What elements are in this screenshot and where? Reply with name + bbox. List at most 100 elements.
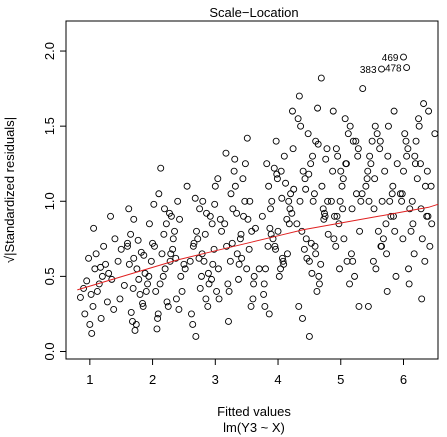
data-point xyxy=(272,137,280,145)
data-point xyxy=(313,287,321,295)
data-point xyxy=(362,182,370,190)
data-point xyxy=(114,257,122,265)
data-point xyxy=(188,310,195,318)
data-point xyxy=(192,333,200,340)
data-point xyxy=(383,287,391,295)
data-point xyxy=(236,235,244,243)
data-point xyxy=(343,257,351,265)
x-tick-label: 3 xyxy=(212,372,219,387)
data-point xyxy=(231,155,239,163)
data-point xyxy=(346,280,353,288)
data-point xyxy=(415,122,423,130)
data-point xyxy=(271,242,279,250)
data-point xyxy=(175,305,183,313)
data-point xyxy=(209,260,217,268)
data-point xyxy=(167,250,175,258)
data-point xyxy=(321,212,329,220)
data-point xyxy=(418,295,426,303)
data-point xyxy=(260,280,268,288)
data-point xyxy=(272,245,279,253)
data-point xyxy=(400,167,407,175)
data-point xyxy=(315,272,323,280)
data-point xyxy=(431,130,439,138)
data-point xyxy=(129,284,137,292)
data-point xyxy=(134,236,142,244)
data-point xyxy=(425,107,433,115)
data-point xyxy=(198,272,205,280)
data-point xyxy=(180,260,188,268)
data-point xyxy=(406,205,414,213)
data-point xyxy=(338,182,346,190)
data-point xyxy=(400,53,407,61)
data-point xyxy=(403,152,411,160)
data-point xyxy=(332,145,340,153)
data-point xyxy=(116,295,124,303)
data-point xyxy=(293,220,301,228)
data-point xyxy=(223,242,231,250)
data-point xyxy=(389,182,397,190)
data-point xyxy=(339,205,347,213)
data-point xyxy=(290,185,298,193)
data-point xyxy=(300,245,308,253)
data-point xyxy=(391,227,399,235)
data-point xyxy=(132,320,140,328)
data-point xyxy=(147,257,155,265)
data-point xyxy=(239,175,247,183)
data-point xyxy=(364,167,372,175)
data-point xyxy=(139,302,147,310)
data-point xyxy=(277,265,284,273)
data-point xyxy=(268,197,276,205)
data-point xyxy=(195,254,203,262)
data-point xyxy=(107,212,114,220)
data-point xyxy=(314,104,322,112)
x-axis-label: Fitted values xyxy=(217,404,291,419)
data-point xyxy=(214,175,222,183)
data-point xyxy=(374,227,382,235)
data-point xyxy=(286,205,294,213)
data-point xyxy=(296,197,304,205)
data-point xyxy=(398,197,406,205)
data-point xyxy=(208,220,216,228)
data-point xyxy=(140,251,148,259)
data-point xyxy=(368,137,376,145)
data-point xyxy=(204,269,212,277)
x-tick-label: 5 xyxy=(337,372,344,387)
data-point xyxy=(393,160,401,168)
data-point xyxy=(386,197,394,205)
data-point xyxy=(279,257,287,265)
data-point xyxy=(287,190,295,198)
data-point xyxy=(244,215,252,223)
data-point xyxy=(423,167,431,175)
data-point xyxy=(309,197,317,205)
data-point xyxy=(388,190,396,198)
data-point xyxy=(194,235,202,243)
data-point xyxy=(211,182,219,190)
data-point xyxy=(226,257,234,265)
data-point xyxy=(229,205,237,213)
data-point xyxy=(186,257,194,265)
data-point xyxy=(177,272,185,280)
data-point xyxy=(334,152,342,160)
data-point xyxy=(76,293,84,301)
data-point xyxy=(384,152,392,160)
data-point xyxy=(411,152,419,160)
data-point xyxy=(202,295,210,303)
data-point xyxy=(157,164,165,172)
y-tick-label: 2.0 xyxy=(42,42,57,60)
data-point xyxy=(308,269,316,277)
data-point xyxy=(358,190,366,198)
data-point xyxy=(282,179,290,187)
data-point xyxy=(412,137,420,145)
data-point xyxy=(92,250,100,258)
data-point xyxy=(277,167,285,175)
data-point xyxy=(339,175,347,183)
data-point xyxy=(420,100,428,108)
data-point xyxy=(267,205,274,213)
data-point xyxy=(318,182,326,190)
data-point xyxy=(311,242,319,250)
y-axis: 0.0 0.5 1.0 1.5 2.0 xyxy=(42,42,66,361)
data-point xyxy=(125,205,133,213)
data-point xyxy=(273,175,281,183)
data-point xyxy=(174,197,182,205)
data-point xyxy=(398,190,406,198)
